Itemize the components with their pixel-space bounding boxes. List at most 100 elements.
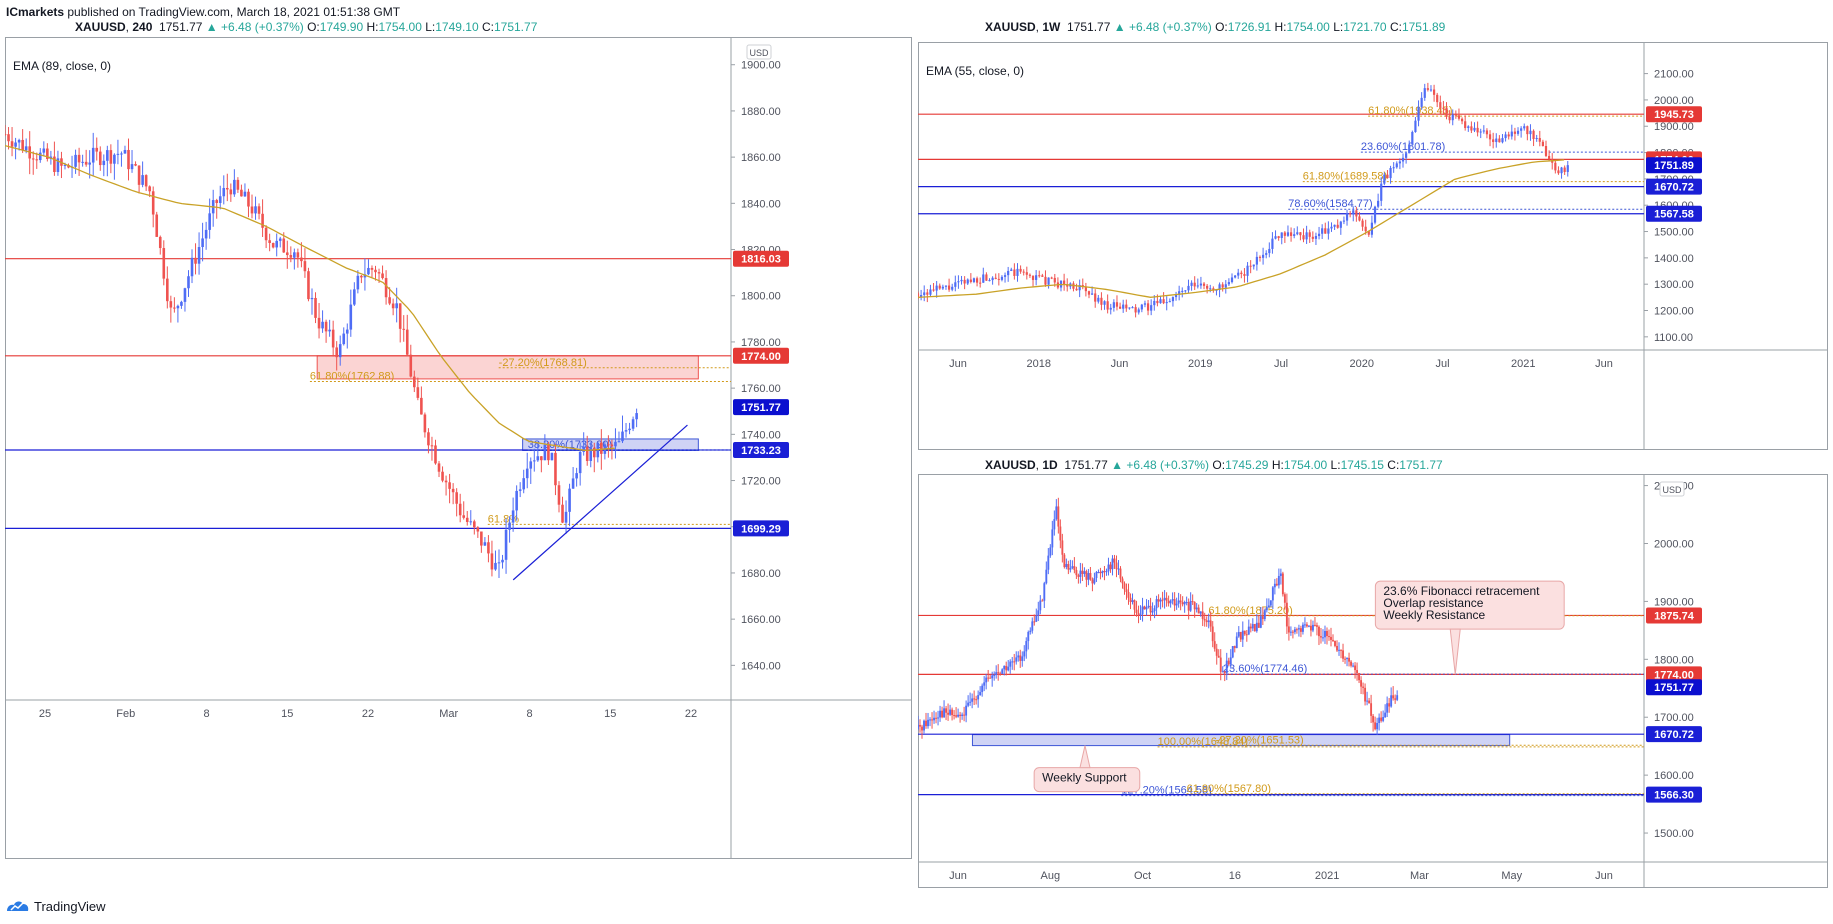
- h4-candle-body: [374, 269, 377, 273]
- h4-chart[interactable]: 1900.00 1880.00 1860.00 1840.00 1820.00 1800.…: [5, 37, 912, 859]
- w1-candle-body: [1063, 280, 1066, 285]
- h4-ema-line: [5, 144, 615, 451]
- h4-candle-body: [7, 134, 10, 142]
- d1-fib-label: 61.80%(1567.80): [1187, 783, 1271, 795]
- h4-candle-body: [116, 153, 120, 155]
- d1-candle-body: [1131, 600, 1134, 603]
- d1-candle-body: [947, 712, 950, 715]
- h4-candle-body: [381, 273, 384, 279]
- d1-candle-body: [1121, 578, 1124, 584]
- w1-chart-panel[interactable]: 2100.002000.001900.001800.001700.001600.…: [918, 42, 1828, 450]
- h4-candle-body: [592, 447, 596, 458]
- w1-candles: [918, 82, 1569, 318]
- d1-candle-body: [1215, 648, 1218, 656]
- w1-l: 1721.70: [1343, 20, 1387, 34]
- h4-l: 1749.10: [435, 20, 479, 34]
- d1-candle-body: [1350, 661, 1352, 666]
- d1-candle-body: [993, 674, 996, 676]
- h4-candle-body: [423, 414, 427, 433]
- w1-candle-body: [1507, 134, 1510, 137]
- d1-candle-body: [987, 677, 990, 679]
- d1-candle-body: [1364, 687, 1367, 702]
- h4-candle-body: [469, 521, 473, 523]
- h4-candle-body: [427, 432, 430, 446]
- h4-candle-body: [367, 267, 370, 275]
- w1-chart[interactable]: 2100.002000.001900.001800.001700.001600.…: [918, 42, 1828, 450]
- h4-candle-body: [98, 151, 102, 166]
- h4-level-label: 1816.03: [741, 254, 781, 266]
- w1-candle-body: [1078, 285, 1081, 291]
- h4-candle-body: [289, 255, 293, 258]
- w1-candle-body: [1355, 210, 1358, 217]
- h4-current-price-label: 1751.77: [741, 402, 781, 414]
- d1-candle-body: [1065, 564, 1068, 568]
- d1-chart-panel[interactable]: 2100.002000.001900.001800.001700.001600.…: [918, 474, 1828, 888]
- h4-candle-body: [458, 503, 462, 516]
- d1-candle-body: [1081, 570, 1084, 574]
- d1-callout-pointer: [1449, 628, 1461, 675]
- h4-candle-body: [600, 442, 603, 454]
- w1-y-tick-label: 1200.00: [1654, 306, 1694, 318]
- h4-h-label: H:: [366, 20, 379, 34]
- d1-candle-body: [1219, 657, 1222, 672]
- d1-candle-body: [979, 692, 982, 696]
- d1-candle-body: [1299, 628, 1302, 632]
- tradingview-footer[interactable]: TradingView: [6, 898, 106, 914]
- d1-candle-body: [923, 720, 925, 731]
- w1-ema-line: [918, 159, 1565, 299]
- h4-candle-body: [226, 187, 229, 190]
- w1-candle-body: [1131, 307, 1134, 309]
- d1-candle-body: [1069, 568, 1072, 570]
- w1-candle-body: [1361, 220, 1364, 227]
- d1-candle-body: [1015, 657, 1018, 662]
- d1-candle-body: [1281, 573, 1284, 595]
- w1-candle-body: [1035, 275, 1038, 280]
- w1-candle-body: [1047, 277, 1050, 285]
- w1-candle-body: [1115, 302, 1119, 307]
- h4-candle-body: [127, 149, 130, 170]
- h4-y-tick-label: 1900.00: [741, 60, 781, 72]
- d1-candle-body: [1013, 661, 1016, 663]
- h4-candle-body: [437, 463, 441, 472]
- w1-candle-body: [1554, 162, 1557, 171]
- h4-chart-panel[interactable]: 1900.00 1880.00 1860.00 1840.00 1820.00 1800.…: [5, 37, 912, 859]
- d1-candle-body: [1185, 601, 1188, 603]
- h4-candle-body: [589, 447, 593, 461]
- w1-candle-body: [1128, 307, 1131, 309]
- w1-candle-body: [1013, 269, 1016, 276]
- w1-candle-body: [1488, 134, 1492, 140]
- d1-candle-body: [1261, 616, 1264, 620]
- d1-candle-body: [1021, 656, 1024, 661]
- d1-candle-body: [1354, 665, 1357, 671]
- w1-x-tick-label: 2018: [1027, 358, 1051, 370]
- w1-candle-body: [1218, 284, 1221, 290]
- w1-candle-body: [960, 279, 963, 282]
- h4-candle-body: [130, 164, 134, 170]
- d1-candle-body: [941, 710, 944, 718]
- w1-candle-body: [1383, 174, 1386, 184]
- h4-candle-body: [610, 444, 614, 447]
- d1-candle-body: [1328, 636, 1330, 638]
- w1-candle-body: [972, 278, 976, 282]
- w1-candle-body: [1044, 276, 1047, 285]
- h4-candle-body: [455, 492, 458, 504]
- h4-x-tick-label: 22: [362, 708, 374, 720]
- d1-candle-body: [1075, 570, 1078, 576]
- h4-candle-body: [487, 542, 490, 554]
- w1-candle-body: [1439, 102, 1442, 108]
- w1-candle-body: [1224, 284, 1227, 288]
- d1-candle-body: [1107, 564, 1110, 572]
- d1-candle-body: [977, 695, 980, 700]
- d1-candle-body: [1007, 666, 1010, 671]
- d1-candle-body: [1161, 599, 1164, 601]
- h4-candle-body: [137, 165, 141, 185]
- d1-candle-body: [1025, 641, 1028, 652]
- h4-candle-body: [38, 152, 42, 161]
- h4-candle-body: [564, 511, 568, 523]
- h4-candle-body: [557, 485, 561, 505]
- d1-candle-body: [1235, 636, 1238, 649]
- d1-fib-label: 61.80%(1875.20): [1208, 605, 1292, 617]
- w1-candle-body: [1470, 126, 1473, 131]
- w1-candle-body: [1308, 232, 1311, 237]
- d1-chart[interactable]: 2100.002000.001900.001800.001700.001600.…: [918, 474, 1828, 888]
